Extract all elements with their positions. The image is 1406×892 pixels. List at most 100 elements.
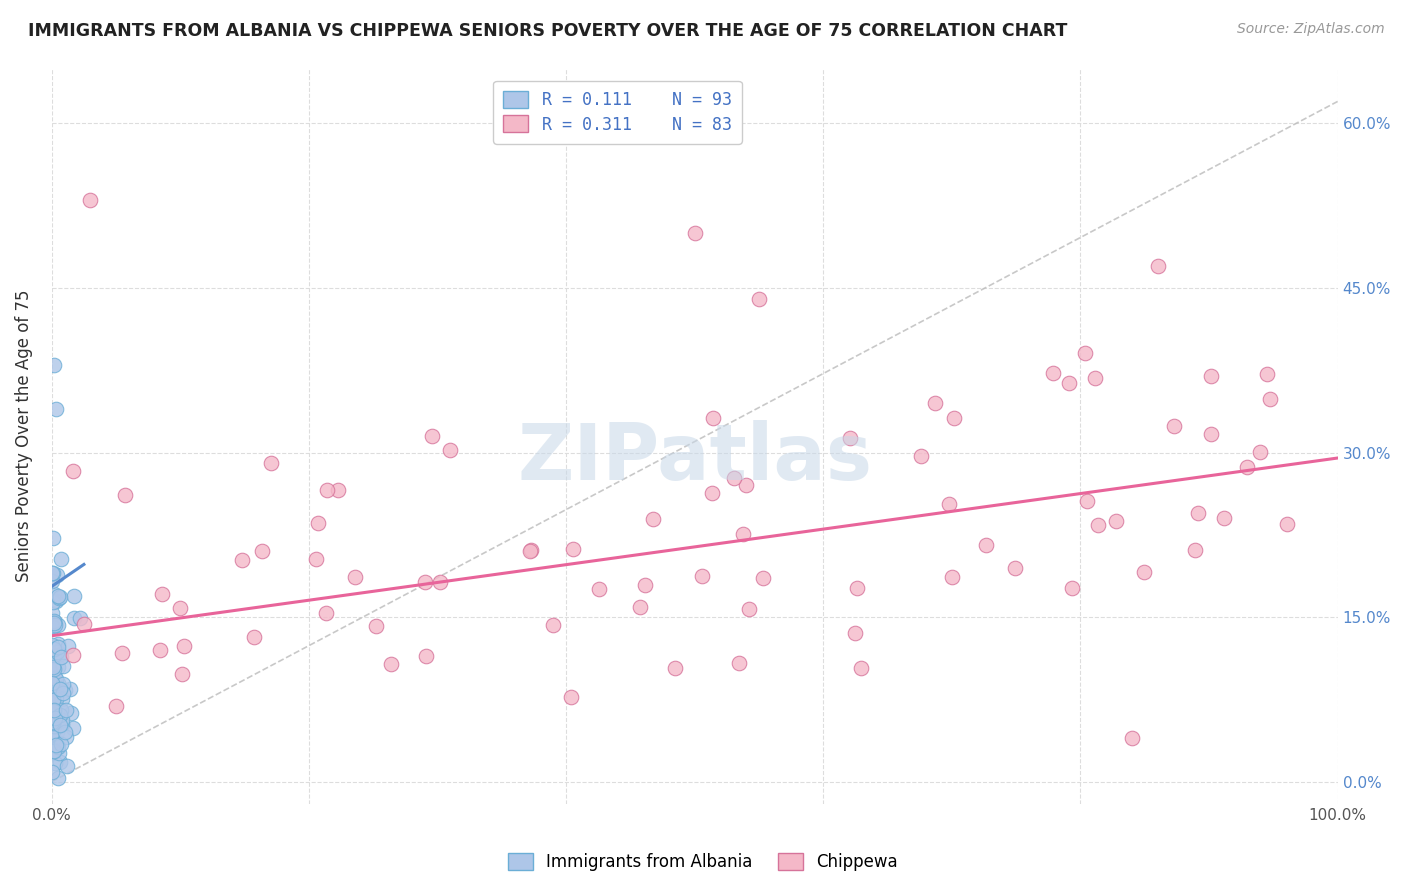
Point xyxy=(114,488,136,502)
Y-axis label: Seniors Poverty Over the Age of 75: Seniors Poverty Over the Age of 75 xyxy=(15,290,32,582)
Point xyxy=(380,657,402,671)
Point xyxy=(1201,369,1223,384)
Point xyxy=(976,538,998,552)
Point xyxy=(56,759,79,773)
Point xyxy=(44,756,66,771)
Point xyxy=(1258,392,1281,406)
Point xyxy=(44,358,66,372)
Point xyxy=(41,712,63,726)
Point xyxy=(46,676,69,690)
Point xyxy=(42,686,65,700)
Point xyxy=(51,737,73,751)
Point xyxy=(44,662,66,676)
Point xyxy=(415,649,437,664)
Point xyxy=(46,659,69,673)
Point xyxy=(73,617,96,632)
Point xyxy=(41,676,63,690)
Point xyxy=(44,711,66,725)
Point xyxy=(45,738,67,752)
Point xyxy=(41,566,63,581)
Point xyxy=(79,193,101,207)
Point xyxy=(42,693,65,707)
Point xyxy=(1042,366,1064,380)
Point xyxy=(49,591,72,605)
Point xyxy=(41,660,63,674)
Point xyxy=(48,591,70,605)
Point xyxy=(326,483,349,497)
Point xyxy=(51,551,73,566)
Text: ZIPatlas: ZIPatlas xyxy=(517,420,872,496)
Point xyxy=(41,638,63,652)
Point xyxy=(150,587,173,601)
Point xyxy=(42,733,65,747)
Point xyxy=(42,586,65,600)
Point xyxy=(1062,581,1084,595)
Point xyxy=(59,682,82,697)
Point xyxy=(641,511,664,525)
Point xyxy=(41,727,63,741)
Point xyxy=(938,497,960,511)
Point xyxy=(59,706,82,720)
Point xyxy=(41,619,63,633)
Point xyxy=(561,541,583,556)
Point xyxy=(52,686,75,700)
Point xyxy=(41,715,63,730)
Point xyxy=(49,681,72,696)
Point xyxy=(1087,518,1109,533)
Point xyxy=(700,486,723,500)
Legend: Immigrants from Albania, Chippewa: Immigrants from Albania, Chippewa xyxy=(501,845,905,880)
Point xyxy=(62,648,84,662)
Point xyxy=(45,724,67,739)
Point xyxy=(51,691,73,706)
Point xyxy=(48,648,70,662)
Point xyxy=(1104,514,1126,528)
Point xyxy=(105,698,128,713)
Point xyxy=(560,690,582,704)
Point xyxy=(46,618,69,632)
Point xyxy=(45,568,67,582)
Legend: R = 0.111    N = 93, R = 0.311    N = 83: R = 0.111 N = 93, R = 0.311 N = 83 xyxy=(494,80,742,144)
Point xyxy=(46,640,69,654)
Point xyxy=(738,602,761,616)
Point xyxy=(45,401,67,416)
Point xyxy=(519,542,541,557)
Point xyxy=(45,594,67,608)
Point xyxy=(42,620,65,634)
Point xyxy=(664,661,686,675)
Point xyxy=(1084,371,1107,385)
Point xyxy=(748,292,770,306)
Point xyxy=(41,726,63,740)
Point xyxy=(1074,345,1097,359)
Point xyxy=(1213,511,1236,525)
Point xyxy=(910,450,932,464)
Point xyxy=(844,625,866,640)
Point xyxy=(1004,560,1026,574)
Point xyxy=(1057,376,1080,390)
Point xyxy=(41,606,63,620)
Point xyxy=(1133,566,1156,580)
Point xyxy=(41,595,63,609)
Point xyxy=(849,661,872,675)
Point xyxy=(415,575,437,590)
Point xyxy=(541,618,564,632)
Point xyxy=(45,673,67,687)
Point xyxy=(1184,543,1206,558)
Point xyxy=(44,615,66,629)
Point xyxy=(1146,259,1168,273)
Point xyxy=(1187,506,1209,520)
Point xyxy=(44,615,66,629)
Point xyxy=(702,411,724,425)
Point xyxy=(942,410,965,425)
Point xyxy=(51,713,73,727)
Point xyxy=(723,470,745,484)
Point xyxy=(41,566,63,581)
Point xyxy=(41,574,63,588)
Point xyxy=(169,600,191,615)
Point xyxy=(366,618,388,632)
Point xyxy=(111,646,134,660)
Point xyxy=(1121,731,1143,745)
Point xyxy=(44,711,66,725)
Point xyxy=(231,553,253,567)
Point xyxy=(752,571,775,585)
Point xyxy=(42,679,65,693)
